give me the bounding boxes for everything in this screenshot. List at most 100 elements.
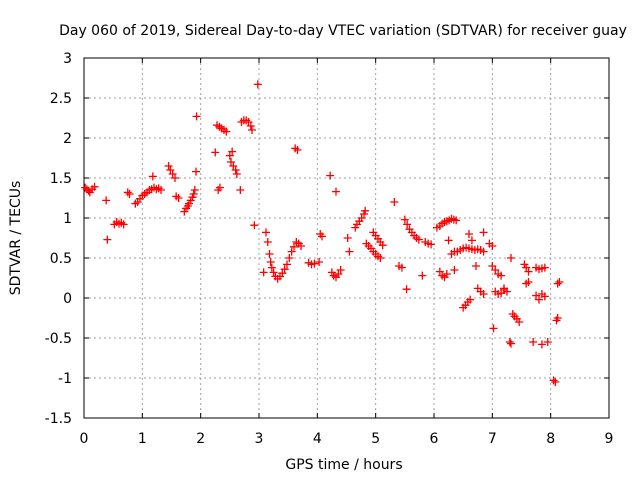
data-point xyxy=(529,338,538,346)
data-point xyxy=(397,263,406,272)
data-point xyxy=(192,112,201,121)
data-point xyxy=(262,228,270,237)
data-point xyxy=(290,242,298,251)
data-point xyxy=(390,198,399,206)
data-point xyxy=(507,339,515,348)
data-point xyxy=(246,122,255,130)
data-point xyxy=(452,216,461,225)
y-tick-label: 0.5 xyxy=(50,251,72,267)
data-point xyxy=(553,279,562,288)
x-tick-label: 7 xyxy=(488,431,497,447)
data-point xyxy=(414,235,423,244)
y-tick-label: 1 xyxy=(63,211,72,227)
y-tick-labels: -1.5 -1 -0.5 0 0.5 1 1.5 2 2.5 3 xyxy=(45,51,72,427)
data-point xyxy=(472,262,480,270)
data-point xyxy=(450,266,459,274)
data-point xyxy=(497,271,506,280)
data-point xyxy=(466,295,475,304)
data-point xyxy=(479,290,488,298)
data-point xyxy=(442,270,451,278)
x-tick-label: 2 xyxy=(196,431,205,447)
data-point xyxy=(326,171,335,180)
data-point xyxy=(283,260,291,269)
data-point xyxy=(103,235,112,244)
data-point xyxy=(250,221,259,230)
x-tick-label: 3 xyxy=(255,431,264,447)
data-point xyxy=(343,234,352,242)
data-point xyxy=(265,250,274,258)
data-point xyxy=(543,338,552,346)
y-tick-label: 1.5 xyxy=(50,171,72,187)
data-point xyxy=(524,267,533,276)
data-point xyxy=(280,265,289,274)
data-point xyxy=(297,242,305,250)
y-tick-label: 2.5 xyxy=(50,91,72,107)
data-point xyxy=(123,188,132,197)
x-tick-label: 5 xyxy=(371,431,380,447)
x-tick-label: 1 xyxy=(138,431,147,447)
x-tick-labels: 0 1 2 3 4 5 6 7 8 9 xyxy=(80,431,614,447)
data-point xyxy=(236,186,245,194)
data-point xyxy=(248,126,256,134)
data-point xyxy=(157,186,165,194)
data-point xyxy=(540,263,549,272)
data-point xyxy=(444,236,453,245)
data-point xyxy=(211,148,220,157)
data-point xyxy=(427,240,436,249)
data-point xyxy=(318,232,326,241)
data-point xyxy=(403,220,412,229)
data-point xyxy=(174,194,183,202)
data-point xyxy=(332,187,340,196)
data-point xyxy=(102,196,111,205)
data-point xyxy=(164,162,173,170)
x-tick-label: 8 xyxy=(546,431,555,447)
y-axis-label: SDTVAR / TECUs xyxy=(8,181,24,296)
x-tick-label: 9 xyxy=(605,431,614,447)
y-tick-label: -1 xyxy=(58,371,72,387)
data-point xyxy=(232,170,241,178)
data-point xyxy=(465,230,473,238)
data-points xyxy=(81,80,564,386)
x-tick-label: 0 xyxy=(80,431,89,447)
data-point xyxy=(171,174,179,182)
x-tick-label: 4 xyxy=(313,431,322,447)
y-tick-label: -1.5 xyxy=(45,411,72,427)
data-point xyxy=(287,247,296,256)
y-tick-label: 0 xyxy=(63,291,72,307)
chart-title: Day 060 of 2019, Sidereal Day-to-day VTE… xyxy=(59,23,627,39)
y-tick-label: 3 xyxy=(63,51,72,67)
data-point xyxy=(378,241,387,250)
data-point xyxy=(293,146,302,154)
data-point xyxy=(253,80,262,89)
data-point xyxy=(90,182,99,191)
data-point xyxy=(336,266,345,274)
data-point xyxy=(84,186,93,195)
data-point xyxy=(479,247,488,256)
data-point xyxy=(551,378,560,386)
data-point xyxy=(190,186,199,194)
data-point xyxy=(215,183,224,192)
data-point xyxy=(148,172,157,181)
data-point xyxy=(259,268,268,277)
y-tick-label: -0.5 xyxy=(45,331,72,347)
data-point xyxy=(285,254,294,262)
data-point xyxy=(263,238,272,246)
data-point xyxy=(553,314,562,322)
data-point xyxy=(418,271,427,280)
data-point xyxy=(361,206,370,215)
plot-frame xyxy=(83,57,610,419)
data-point xyxy=(524,278,533,286)
data-point xyxy=(488,242,497,250)
data-point xyxy=(555,278,564,286)
data-point xyxy=(266,258,275,266)
data-point xyxy=(505,338,514,346)
data-point xyxy=(540,292,549,301)
axis-ticks xyxy=(83,57,610,419)
data-point xyxy=(537,340,546,349)
data-point xyxy=(489,324,498,333)
data-point xyxy=(507,254,515,262)
data-point xyxy=(119,220,128,229)
data-point xyxy=(231,166,240,174)
data-point xyxy=(402,285,411,294)
